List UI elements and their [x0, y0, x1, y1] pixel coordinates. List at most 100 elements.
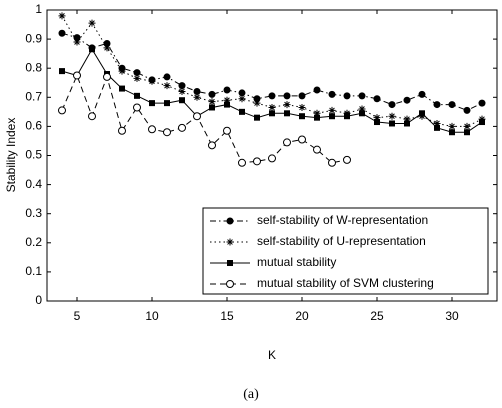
- marker: [178, 123, 186, 132]
- marker: [328, 90, 336, 98]
- marker: [103, 44, 111, 52]
- marker: [209, 104, 215, 111]
- marker: [404, 120, 410, 127]
- marker: [103, 72, 111, 81]
- marker: [178, 87, 186, 95]
- marker: [133, 103, 141, 112]
- x-axis-label: K: [268, 348, 276, 362]
- marker: [403, 96, 411, 104]
- marker: [88, 112, 96, 121]
- marker: [434, 124, 440, 131]
- marker: [314, 114, 320, 121]
- marker: [58, 29, 66, 37]
- marker: [358, 92, 366, 100]
- y-tick-label: 0: [35, 293, 42, 307]
- marker: [299, 113, 305, 120]
- marker: [283, 92, 291, 100]
- y-tick-label: 0.5: [25, 148, 42, 162]
- marker: [268, 154, 276, 163]
- marker: [253, 95, 261, 103]
- marker: [226, 217, 234, 225]
- marker: [464, 129, 470, 136]
- y-tick-label: 0.1: [25, 264, 42, 278]
- series-line: [61, 74, 348, 164]
- marker: [254, 114, 260, 121]
- marker: [179, 97, 185, 104]
- marker: [58, 12, 66, 20]
- marker: [178, 82, 186, 90]
- marker: [226, 280, 234, 288]
- marker: [58, 106, 66, 115]
- marker: [283, 138, 291, 147]
- legend-label: self-stability of W-representation: [257, 213, 428, 227]
- marker: [373, 114, 381, 122]
- series-line: [61, 15, 483, 127]
- marker: [298, 92, 306, 100]
- marker: [133, 69, 141, 77]
- marker: [284, 110, 290, 117]
- marker: [463, 122, 471, 130]
- marker: [478, 99, 486, 107]
- marker: [343, 155, 351, 164]
- marker: [389, 120, 395, 127]
- marker: [89, 46, 95, 53]
- marker: [253, 99, 261, 107]
- marker: [268, 103, 276, 111]
- marker: [344, 113, 350, 120]
- marker: [193, 93, 201, 101]
- marker: [227, 260, 233, 266]
- marker: [298, 135, 306, 144]
- marker: [163, 128, 171, 137]
- marker: [313, 86, 321, 94]
- series-line: [61, 32, 483, 111]
- marker: [253, 157, 261, 166]
- marker: [164, 100, 170, 107]
- y-tick-label: 0.8: [25, 60, 42, 74]
- marker: [208, 90, 216, 98]
- marker: [73, 71, 81, 80]
- marker: [193, 87, 201, 95]
- y-tick-label: 1: [35, 2, 42, 16]
- marker: [448, 101, 456, 109]
- marker: [238, 158, 246, 167]
- marker: [449, 129, 455, 136]
- marker: [359, 110, 365, 117]
- marker: [133, 74, 141, 82]
- marker: [463, 106, 471, 114]
- marker: [283, 101, 291, 109]
- legend-box: [202, 207, 489, 295]
- marker: [328, 158, 336, 167]
- x-tick-label: 20: [295, 309, 309, 323]
- marker: [418, 90, 426, 98]
- marker: [208, 98, 216, 106]
- marker: [268, 92, 276, 100]
- caption: (a): [243, 387, 259, 402]
- marker: [388, 101, 396, 109]
- marker: [433, 101, 441, 109]
- marker: [239, 108, 245, 115]
- marker: [119, 85, 125, 92]
- x-tick-label: 5: [74, 309, 81, 323]
- y-axis-label: Stability Index: [4, 118, 18, 193]
- marker: [163, 73, 171, 81]
- marker: [433, 119, 441, 127]
- marker: [163, 82, 171, 90]
- marker: [118, 126, 126, 135]
- marker: [148, 125, 156, 134]
- marker: [448, 122, 456, 130]
- marker: [238, 89, 246, 97]
- marker: [224, 101, 230, 108]
- y-tick-label: 0.9: [25, 31, 42, 45]
- marker: [419, 110, 425, 117]
- x-tick-label: 25: [370, 309, 384, 323]
- marker: [373, 95, 381, 103]
- marker: [134, 92, 140, 99]
- marker: [59, 68, 65, 75]
- marker: [374, 119, 380, 126]
- y-tick-label: 0.3: [25, 206, 42, 220]
- marker: [193, 112, 201, 121]
- marker: [479, 119, 485, 126]
- marker: [358, 105, 366, 113]
- marker: [269, 110, 275, 117]
